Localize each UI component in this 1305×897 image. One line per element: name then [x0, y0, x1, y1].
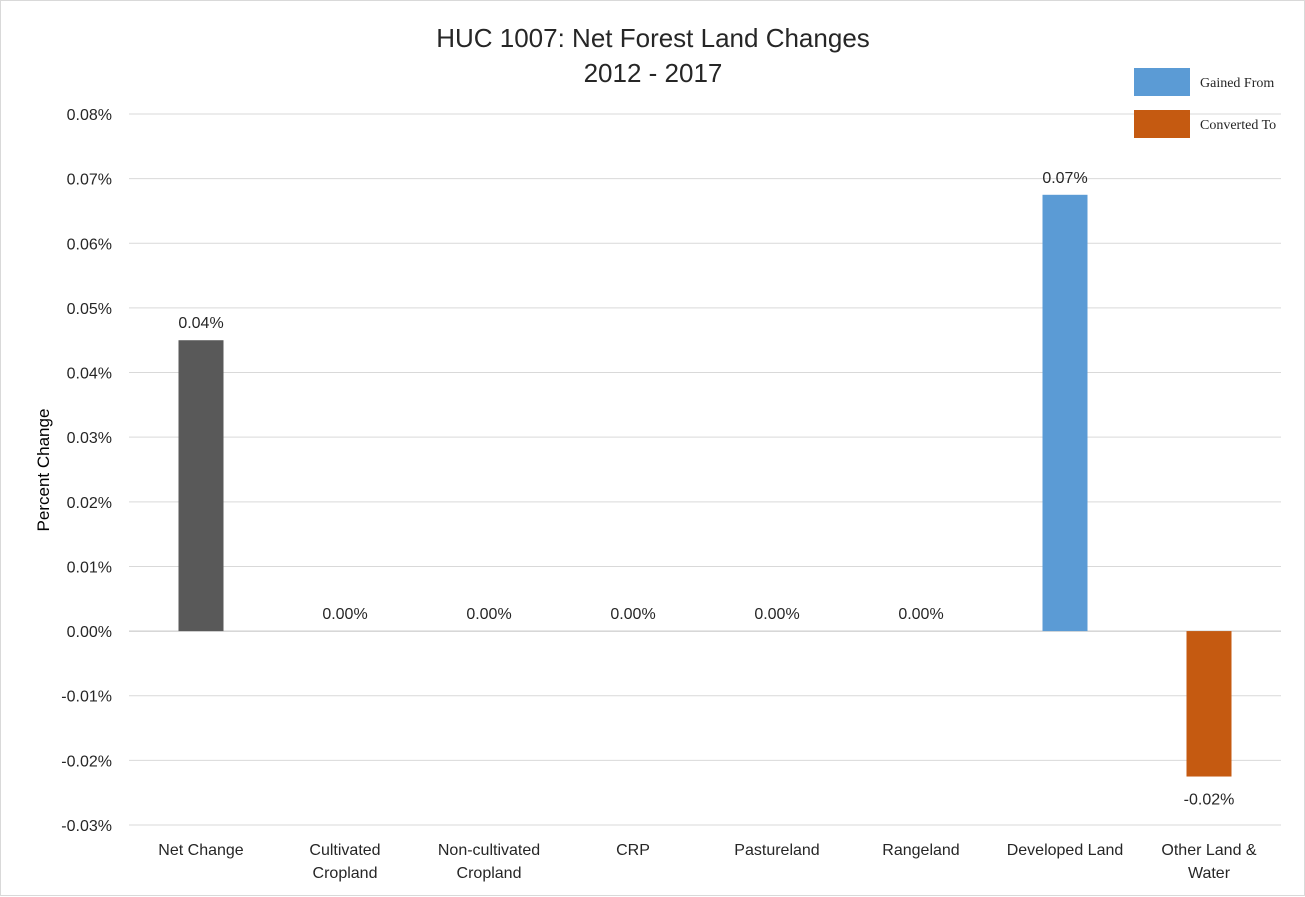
data-label: 0.04%: [178, 315, 223, 332]
y-axis-ticks: 0.08% 0.07% 0.06% 0.05% 0.04% 0.03% 0.02% 0.01%…: [61, 107, 112, 835]
chart-title: HUC 1007: Net Forest Land Changes: [436, 23, 870, 53]
y-tick-label: 0.06%: [67, 236, 112, 253]
data-label: 0.00%: [898, 606, 943, 623]
y-tick-label: 0.04%: [67, 366, 112, 383]
data-label: 0.00%: [754, 606, 799, 623]
y-tick-label: 0.01%: [67, 559, 112, 576]
x-tick-label: Cropland: [313, 865, 378, 882]
legend-swatch: [1134, 110, 1190, 138]
data-label: 0.00%: [466, 606, 511, 623]
data-label: 0.00%: [610, 606, 655, 623]
bar: [1042, 194, 1088, 632]
chart-subtitle: 2012 - 2017: [584, 58, 723, 88]
y-tick-label: -0.02%: [61, 753, 112, 770]
x-tick-label: Developed Land: [1007, 842, 1124, 859]
x-tick-label: Non-cultivated: [438, 842, 540, 859]
y-tick-label: -0.03%: [61, 818, 112, 835]
x-axis-categories: Net Change Cultivated Cropland Non-cultivat…: [158, 842, 1257, 882]
x-tick-label: Water: [1188, 865, 1231, 882]
data-label: 0.00%: [322, 606, 367, 623]
y-tick-label: 0.02%: [67, 495, 112, 512]
y-tick-label: 0.08%: [67, 107, 112, 124]
data-label: 0.07%: [1042, 170, 1087, 187]
x-tick-label: Other Land &: [1161, 842, 1257, 859]
y-tick-label: 0.07%: [67, 172, 112, 189]
data-label: -0.02%: [1184, 792, 1235, 809]
legend-label: Gained From: [1200, 76, 1274, 91]
legend-label: Converted To: [1200, 118, 1276, 133]
bar: [1186, 631, 1232, 777]
x-tick-label: Net Change: [158, 842, 243, 859]
x-tick-label: CRP: [616, 842, 650, 859]
legend: Gained From Converted To: [1134, 68, 1276, 138]
bars: [178, 194, 1232, 777]
y-tick-label: 0.03%: [67, 430, 112, 447]
x-tick-label: Cultivated: [309, 842, 380, 859]
data-labels: 0.04% 0.00% 0.00% 0.00% 0.00% 0.00% 0.07% -0.02…: [178, 170, 1234, 809]
x-tick-label: Cropland: [457, 865, 522, 882]
gridlines: [129, 113, 1281, 826]
x-tick-label: Pastureland: [734, 842, 819, 859]
bar: [178, 340, 224, 632]
y-axis-label: Percent Change: [34, 409, 53, 532]
y-tick-label: 0.00%: [67, 624, 112, 641]
y-tick-label: 0.05%: [67, 301, 112, 318]
legend-swatch: [1134, 68, 1190, 96]
x-tick-label: Rangeland: [882, 842, 959, 859]
y-tick-label: -0.01%: [61, 689, 112, 706]
